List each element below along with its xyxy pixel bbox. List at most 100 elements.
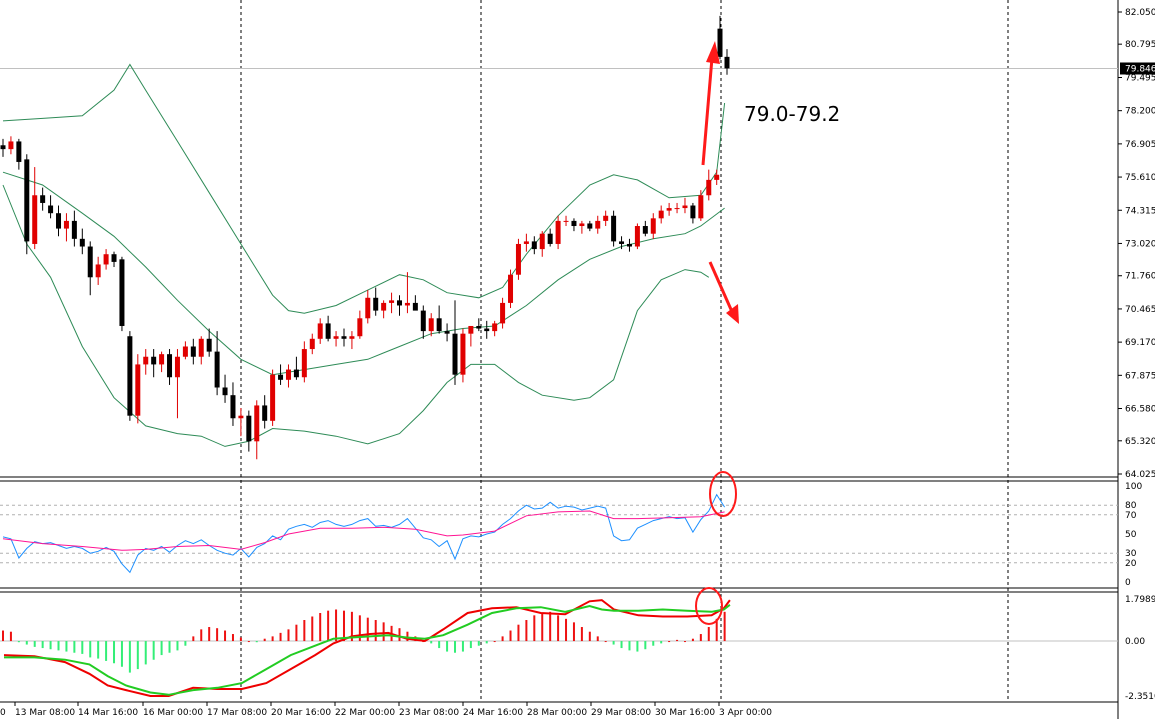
candle-body [222, 387, 228, 396]
candle-body [63, 220, 69, 229]
macd-histogram-bar [311, 616, 314, 642]
macd-histogram-bar [25, 641, 28, 645]
candle-body [452, 333, 458, 375]
candle-body [95, 264, 101, 278]
macd-histogram-bar [366, 617, 369, 642]
macd-histogram-bar [208, 627, 211, 642]
candle-body [143, 356, 149, 365]
oscillator-tick-label: 80 [1125, 501, 1137, 511]
candle-body [650, 218, 656, 234]
macd-histogram-bar [327, 610, 330, 642]
candle-body [642, 226, 648, 234]
candle-body [587, 223, 593, 229]
macd-histogram-bar [723, 611, 726, 642]
candle-body [341, 336, 347, 339]
macd-histogram-bar [454, 641, 457, 653]
time-tick-label: 30 Mar 16:00 [655, 708, 715, 718]
candle-body [555, 220, 561, 244]
candle-body [658, 210, 664, 219]
macd-histogram-bar [501, 636, 504, 642]
time-tick-label: 16 Mar 00:00 [143, 708, 203, 718]
candle-body [151, 356, 157, 365]
price-tick-label: 65.320 [1125, 437, 1155, 447]
candle-body [174, 356, 180, 378]
down-arrow-shaft [708, 261, 735, 315]
candle-body [246, 415, 252, 442]
macd-histogram-bar [239, 637, 242, 642]
macd-histogram-bar [271, 636, 274, 642]
price-tick-label: 79.495 [1125, 73, 1155, 83]
macd-histogram-bar [287, 629, 290, 642]
candle-body [119, 259, 125, 326]
macd-histogram-bar [493, 641, 496, 643]
macd-histogram-bar [335, 609, 338, 642]
macd-histogram-bar [477, 641, 480, 646]
macd-histogram-bar [691, 638, 694, 642]
macd-histogram-bar [279, 632, 282, 642]
candle-body [428, 318, 434, 332]
macd-histogram-bar [636, 641, 639, 652]
candle-body [444, 331, 450, 334]
candle-body [254, 405, 260, 442]
candle-body [111, 254, 117, 262]
candle-body [206, 338, 212, 352]
macd-histogram-bar [398, 628, 401, 642]
price-tick-label: 74.315 [1125, 206, 1155, 216]
macd-histogram-bar [216, 628, 219, 642]
candle-body [412, 302, 418, 311]
candle-body [182, 346, 188, 357]
candle-body [500, 302, 506, 324]
macd-histogram-bar [565, 618, 568, 642]
candle-body [420, 310, 426, 332]
time-tick-label: 17 Mar 08:00 [207, 708, 267, 718]
up-arrow-head [706, 41, 720, 64]
candle-body [16, 141, 22, 162]
candle-body [682, 205, 688, 209]
candle-body [571, 220, 577, 227]
candle-body [563, 220, 569, 222]
price-tick-label: 75.610 [1125, 173, 1155, 183]
candle-body [603, 215, 609, 221]
candle-body [515, 243, 521, 275]
oscillator-tick-label: 30 [1125, 549, 1137, 559]
macd-histogram-bar [176, 641, 179, 651]
candle-body [270, 374, 276, 421]
candle-body [79, 238, 85, 247]
oscillator-highlight-circle [709, 471, 737, 517]
macd-histogram-bar [382, 622, 385, 642]
candle-body [460, 333, 466, 375]
candle-body [666, 208, 672, 211]
candle-body [436, 318, 442, 332]
macd-histogram-bar [438, 641, 441, 649]
oscillator-tick-label: 100 [1125, 482, 1142, 492]
macd-histogram-bar [517, 624, 520, 642]
macd-histogram-bar [255, 641, 258, 643]
macd-histogram-bar [660, 641, 663, 644]
macd-histogram-bar [676, 639, 679, 642]
candle-body [595, 220, 601, 229]
candle-body [40, 195, 46, 203]
time-tick-label: 22 Mar 00:00 [335, 708, 395, 718]
candle-body [717, 28, 723, 57]
price-tick-label: 66.580 [1125, 405, 1155, 415]
candle-body [293, 369, 299, 378]
macd-tick-label: -2.3510 [1125, 692, 1155, 702]
candle-body [547, 233, 553, 244]
candle-body [531, 241, 537, 250]
macd-histogram-bar [596, 636, 599, 642]
macd-histogram-bar [263, 638, 266, 642]
price-tick-label: 78.200 [1125, 107, 1155, 117]
price-tick-label: 70.465 [1125, 305, 1155, 315]
macd-histogram-bar [485, 641, 488, 644]
candle-body [397, 300, 402, 306]
macd-histogram-bar [81, 641, 84, 654]
candle-body [127, 336, 133, 416]
macd-histogram-bar [525, 620, 528, 642]
macd-histogram-bar [358, 615, 361, 642]
candle-body [714, 174, 720, 180]
candle-body [159, 354, 165, 365]
candle-body [32, 195, 38, 244]
macd-histogram-bar [557, 615, 560, 642]
candle-body [198, 338, 204, 357]
